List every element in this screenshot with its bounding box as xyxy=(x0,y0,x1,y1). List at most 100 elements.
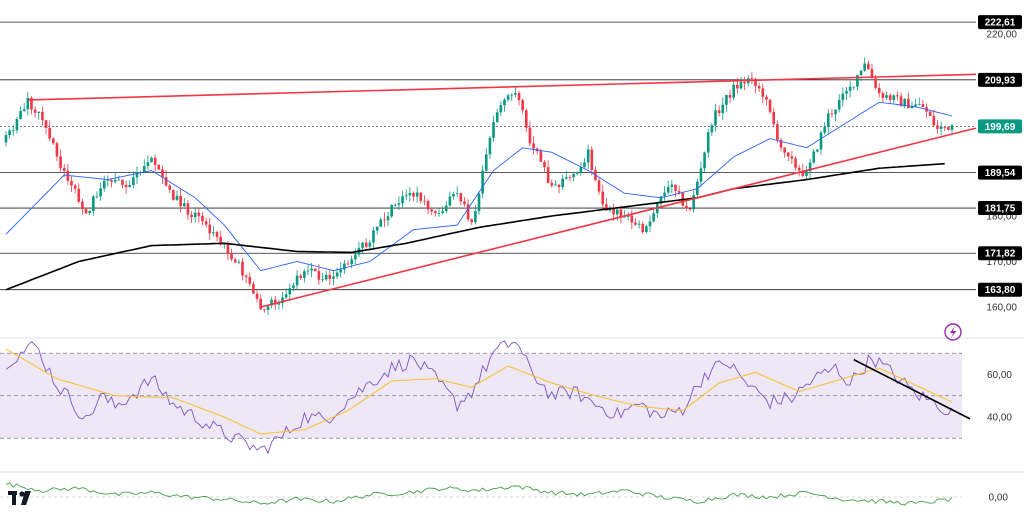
candle xyxy=(22,103,26,112)
candle xyxy=(841,87,845,107)
candle xyxy=(863,57,866,72)
candle xyxy=(619,205,623,224)
candle xyxy=(208,217,212,240)
candle xyxy=(484,147,488,173)
candle xyxy=(197,208,201,223)
candle xyxy=(779,138,783,152)
candle xyxy=(186,200,190,220)
candle xyxy=(215,230,219,242)
candle xyxy=(783,147,786,158)
candle xyxy=(401,190,404,209)
candle xyxy=(263,308,266,313)
candle xyxy=(761,83,765,104)
candle xyxy=(30,95,33,115)
candle xyxy=(739,76,743,90)
candle xyxy=(466,199,470,222)
candle xyxy=(670,179,674,194)
candle xyxy=(896,91,899,101)
candle xyxy=(372,226,375,250)
candle xyxy=(594,166,597,182)
candle xyxy=(932,109,936,127)
candle xyxy=(88,210,91,216)
candle xyxy=(193,207,197,223)
candle xyxy=(666,180,670,195)
candle xyxy=(230,248,233,262)
candle xyxy=(179,189,182,213)
candle xyxy=(728,90,732,104)
level-badge: 222,61 xyxy=(978,15,1022,30)
candle xyxy=(757,82,761,92)
lightning-icon[interactable] xyxy=(944,323,962,341)
candle xyxy=(786,151,790,162)
candle xyxy=(899,92,903,107)
candle xyxy=(703,151,706,174)
candle xyxy=(888,93,892,105)
candle xyxy=(917,97,921,106)
candle xyxy=(26,91,30,116)
candle xyxy=(343,259,346,274)
candle xyxy=(55,141,59,162)
candle xyxy=(266,304,270,316)
candle xyxy=(517,90,521,106)
candle xyxy=(881,91,885,103)
candle xyxy=(790,150,794,165)
candle xyxy=(503,97,506,112)
candle xyxy=(190,211,193,223)
candle xyxy=(772,107,776,128)
candle xyxy=(848,81,852,98)
tradingview-logo-icon xyxy=(8,491,31,505)
svg-text:209,93: 209,93 xyxy=(985,75,1016,86)
candle xyxy=(404,189,408,201)
candle xyxy=(463,197,466,207)
candle xyxy=(597,177,601,195)
candle xyxy=(710,123,714,136)
candle xyxy=(168,183,172,194)
candle xyxy=(568,174,572,182)
candle xyxy=(172,189,175,201)
svg-text:163,80: 163,80 xyxy=(985,285,1016,296)
price-axis: 220,00 180,00 170,00 160,00 222,61 209,93 199,… xyxy=(978,15,1022,314)
candle xyxy=(299,273,303,280)
candle xyxy=(914,98,917,108)
rsi-band xyxy=(0,353,962,439)
candle xyxy=(867,60,870,71)
candle xyxy=(947,126,950,131)
candle xyxy=(474,204,477,225)
candle xyxy=(426,199,430,215)
candle xyxy=(281,291,284,309)
candle xyxy=(532,136,535,155)
candle xyxy=(237,259,241,265)
candle xyxy=(601,184,605,209)
candle xyxy=(397,196,401,210)
candle xyxy=(717,105,721,117)
svg-text:181,75: 181,75 xyxy=(985,204,1016,215)
candle xyxy=(317,263,321,286)
candle xyxy=(41,106,44,126)
candle xyxy=(383,212,386,227)
candle xyxy=(244,274,248,284)
candle xyxy=(259,294,262,310)
candle xyxy=(903,98,906,109)
price-level-lines xyxy=(0,21,976,291)
candle xyxy=(110,178,113,188)
candle xyxy=(324,270,328,281)
candle xyxy=(470,218,474,226)
candle xyxy=(423,195,426,206)
candle xyxy=(77,183,81,204)
candle xyxy=(204,217,208,228)
candle xyxy=(714,103,717,132)
candle xyxy=(768,99,772,114)
candle xyxy=(805,165,808,180)
svg-text:222,61: 222,61 xyxy=(985,18,1016,29)
candle xyxy=(586,144,590,170)
candle xyxy=(102,175,106,192)
candle xyxy=(885,91,888,101)
candle xyxy=(826,109,830,134)
candle xyxy=(295,270,299,290)
candle xyxy=(284,288,288,300)
level-badge: 163,80 xyxy=(978,282,1022,297)
momentum-line xyxy=(5,482,953,506)
candle xyxy=(557,184,561,194)
candle xyxy=(554,180,557,186)
price-tick-label: 160,00 xyxy=(986,303,1017,314)
